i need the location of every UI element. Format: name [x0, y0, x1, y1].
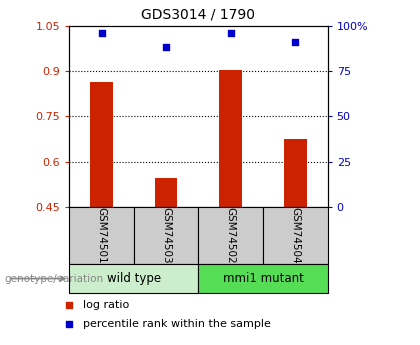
Bar [199, 264, 328, 293]
Point [163, 44, 170, 49]
Text: mmi1 mutant: mmi1 mutant [223, 272, 304, 285]
Text: percentile rank within the sample: percentile rank within the sample [83, 319, 271, 329]
Point [292, 39, 299, 45]
Bar [134, 207, 199, 264]
Text: GSM74501: GSM74501 [97, 207, 107, 264]
Bar [263, 207, 328, 264]
Bar [90, 82, 113, 207]
Bar [284, 139, 307, 207]
Title: GDS3014 / 1790: GDS3014 / 1790 [142, 8, 255, 22]
Text: GSM74504: GSM74504 [290, 207, 300, 264]
Bar [219, 70, 242, 207]
Text: wild type: wild type [107, 272, 161, 285]
Point [66, 322, 73, 327]
Point [66, 302, 73, 308]
Point [98, 30, 105, 36]
Point [227, 30, 234, 36]
Text: genotype/variation: genotype/variation [4, 274, 103, 284]
Bar [69, 264, 199, 293]
Text: GSM74503: GSM74503 [161, 207, 171, 264]
Bar [155, 178, 178, 207]
Bar [69, 207, 134, 264]
Text: log ratio: log ratio [83, 300, 129, 310]
Bar [199, 207, 263, 264]
Text: GSM74502: GSM74502 [226, 207, 236, 264]
